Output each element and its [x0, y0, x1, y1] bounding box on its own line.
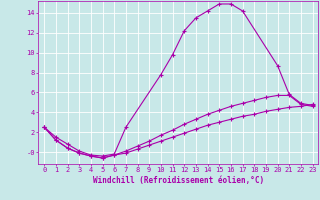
X-axis label: Windchill (Refroidissement éolien,°C): Windchill (Refroidissement éolien,°C) [93, 176, 264, 185]
